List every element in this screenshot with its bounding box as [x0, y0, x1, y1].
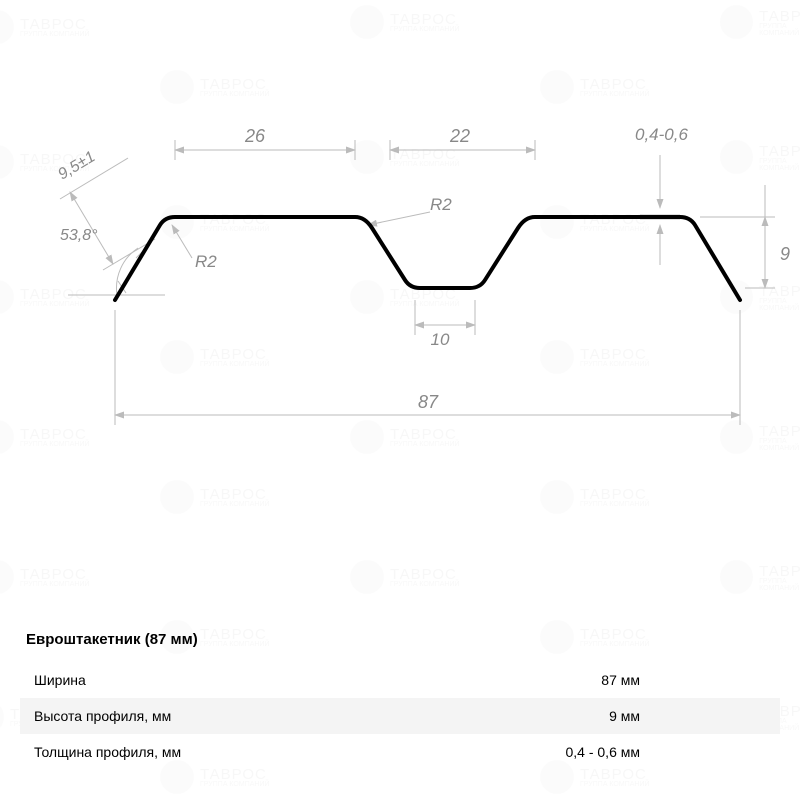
dim-top-right: 22 [449, 126, 470, 146]
specs-title: Евроштакетник (87 мм) [20, 621, 780, 662]
dim-height: 9 [780, 244, 790, 264]
dim-r2-outer: R2 [195, 252, 217, 271]
spec-value: 9 мм [609, 708, 640, 724]
dim-edge: 9,5±1 [55, 148, 98, 183]
dim-angle: 53,8° [60, 227, 98, 244]
spec-value: 87 мм [601, 672, 640, 688]
dim-overall: 87 [418, 392, 439, 412]
profile-diagram: 26 22 0,4-0,6 9,5±1 53,8° R2 R2 10 9 87 [0, 0, 800, 570]
spec-label: Толщина профиля, мм [34, 744, 181, 760]
dim-valley: 10 [431, 330, 450, 349]
table-row: Высота профиля, мм 9 мм [20, 698, 780, 734]
spec-value: 0,4 - 0,6 мм [565, 744, 640, 760]
spec-label: Высота профиля, мм [34, 708, 171, 724]
dim-r2-inner: R2 [430, 195, 452, 214]
dim-top-left: 26 [244, 126, 266, 146]
table-row: Ширина 87 мм [20, 662, 780, 698]
spec-label: Ширина [34, 672, 86, 688]
table-row: Толщина профиля, мм 0,4 - 0,6 мм [20, 734, 780, 770]
specs-table: Евроштакетник (87 мм) Ширина 87 мм Высот… [20, 621, 780, 770]
dim-thickness: 0,4-0,6 [635, 125, 688, 144]
